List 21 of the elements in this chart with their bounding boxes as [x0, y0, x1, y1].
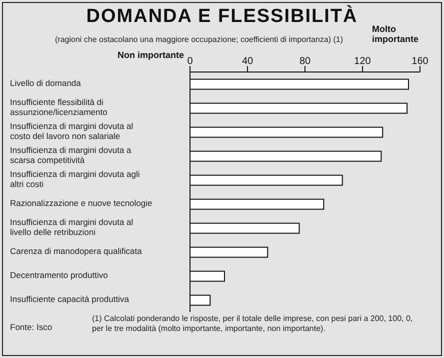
- y-tick-label: Insufficienza di margini dovuta al livello delle retribuzioni: [10, 217, 134, 238]
- text: (1) Calcolati ponderando le risposte, per il totale delle imprese, con pesi pari a 200, 100, 0, per le tre modalità (molto importante, importante, non importante).: [92, 314, 414, 334]
- source-note: Fonte: Isco: [10, 322, 52, 332]
- y-tick-label: Livello di domanda: [10, 78, 82, 88]
- text: Molto importante: [372, 24, 420, 44]
- y-tick-label: Decentramento produttivo: [10, 270, 108, 280]
- y-tick-label: Carenza di manodopera qualificata: [10, 246, 142, 256]
- text: Non importante: [116, 50, 184, 60]
- y-tick-label: Razionalizzazione e nuove tecnologie: [10, 198, 153, 208]
- chart-subtitle: (ragioni che ostacolano una maggiore occupazione; coefficienti di importanza) (1): [55, 35, 344, 44]
- x-tick-label: 160: [412, 56, 429, 67]
- y-tick-label: Insufficiente flessibilità di assunzione/licenziamento: [10, 97, 108, 118]
- y-tick-label: Insufficiente capacità produttiva: [10, 294, 130, 304]
- x-tick-label: 40: [242, 56, 254, 67]
- x-tick-label: 80: [299, 56, 311, 67]
- y-tick-label: Insufficienza di margini dovuta agli altri costi: [10, 169, 140, 190]
- y-tick-label: Insufficienza di margini dovuta a scarsa competitività: [10, 145, 132, 166]
- chart-title: DOMANDA E FLESSIBILITÀ: [86, 6, 358, 27]
- y-tick-label: Insufficienza di margini dovuta al costo del lavoro non salariale: [10, 121, 134, 142]
- x-tick-label: 0: [187, 56, 194, 67]
- x-tick-label: 120: [354, 56, 372, 67]
